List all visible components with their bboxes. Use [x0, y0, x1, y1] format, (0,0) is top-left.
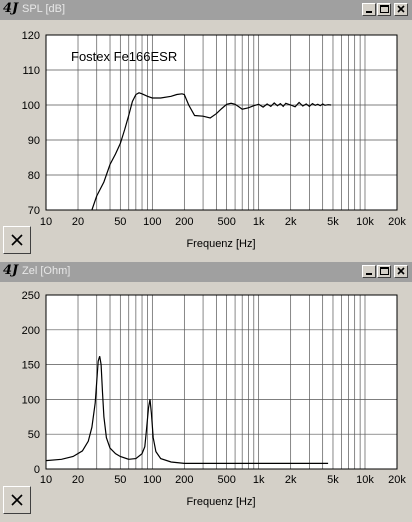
y-tick-label: 100 — [22, 100, 40, 112]
x-tick-label: 200 — [175, 216, 193, 228]
y-tick-label: 0 — [34, 464, 40, 476]
x-tick-label: 20k — [388, 216, 406, 228]
y-tick-labels: 0 50 100 150 200 250 — [22, 290, 40, 476]
maximize-button[interactable] — [377, 265, 391, 278]
app-logo: 4J — [3, 1, 19, 16]
y-tick-label: 80 — [28, 170, 40, 182]
x-tick-label: 500 — [217, 474, 235, 486]
app-logo: 4J — [3, 263, 19, 278]
y-tick-label: 70 — [28, 205, 40, 217]
y-tick-label: 100 — [22, 394, 40, 406]
y-tick-label: 250 — [22, 290, 40, 302]
x-tick-label: 1k — [253, 216, 265, 228]
y-tick-label: 110 — [22, 65, 40, 77]
x-tick-label: 50 — [114, 474, 126, 486]
grid-lines — [45, 34, 398, 211]
minimize-button[interactable] — [362, 265, 376, 278]
plot-frame — [45, 34, 398, 211]
y-tick-label: 150 — [22, 360, 40, 372]
chart-annotation: Fostex Fe166ESR — [71, 49, 177, 64]
x-tick-label: 10k — [356, 474, 374, 486]
plot-area — [46, 295, 397, 469]
x-tick-label: 100 — [143, 474, 161, 486]
close-button[interactable] — [394, 3, 408, 16]
spl-window-title: SPL [dB] — [22, 3, 66, 15]
close-icon — [397, 267, 405, 275]
y-tick-label: 90 — [28, 135, 40, 147]
impedance-window: 4J Zel [Ohm] 0 50 100 150 200 250 10 20 50 100 20… — [0, 262, 412, 518]
y-tick-label: 200 — [22, 325, 40, 337]
spl-window: 4J SPL [dB] 70 80 90 100 110 120 10 20 50 100 200… — [0, 0, 412, 260]
minimize-icon — [366, 11, 372, 13]
minimize-button[interactable] — [362, 3, 376, 16]
y-tick-label: 120 — [22, 30, 40, 42]
maximize-button[interactable] — [377, 3, 391, 16]
x-tick-label: 2k — [285, 474, 297, 486]
x-tick-label: 500 — [217, 216, 235, 228]
spl-title-bar[interactable]: 4J SPL [dB] — [0, 0, 412, 20]
y-tick-labels: 70 80 90 100 110 120 — [22, 30, 40, 217]
x-tick-label: 1k — [253, 474, 265, 486]
x-tick-label: 5k — [327, 474, 339, 486]
x-tick-label: 20 — [72, 474, 84, 486]
cross-icon — [11, 234, 23, 246]
spl-curve — [91, 92, 332, 211]
grid-lines — [45, 294, 398, 470]
maximize-icon — [380, 267, 389, 275]
x-tick-label: 20k — [388, 474, 406, 486]
x-tick-label: 5k — [327, 216, 339, 228]
cursor-tool-button[interactable] — [3, 486, 31, 514]
impedance-chart: 0 50 100 150 200 250 10 20 50 100 200 500 1k 2k 5k 10k… — [22, 290, 407, 508]
spl-chart: 70 80 90 100 110 120 10 20 50 100 200 500 1k 2k 5k 10k… — [22, 30, 407, 250]
x-tick-label: 10k — [356, 216, 374, 228]
cursor-tool-button[interactable] — [3, 226, 31, 254]
x-tick-labels: 10 20 50 100 200 500 1k 2k 5k 10k 20k — [40, 216, 406, 228]
x-tick-label: 50 — [114, 216, 126, 228]
cross-icon — [11, 494, 23, 506]
close-button[interactable] — [394, 265, 408, 278]
x-tick-label: 2k — [285, 216, 297, 228]
y-tick-label: 50 — [28, 429, 40, 441]
close-icon — [397, 5, 405, 13]
minimize-icon — [366, 273, 372, 275]
x-axis-label: Frequenz [Hz] — [186, 496, 255, 508]
x-tick-label: 200 — [175, 474, 193, 486]
x-tick-label: 10 — [40, 216, 52, 228]
maximize-icon — [380, 5, 389, 13]
x-tick-labels: 10 20 50 100 200 500 1k 2k 5k 10k 20k — [40, 474, 406, 486]
x-axis-label: Frequenz [Hz] — [186, 238, 255, 250]
impedance-curve — [45, 356, 329, 464]
impedance-title-bar[interactable]: 4J Zel [Ohm] — [0, 262, 412, 282]
impedance-window-title: Zel [Ohm] — [22, 265, 71, 277]
plot-frame — [45, 294, 398, 470]
x-tick-label: 100 — [143, 216, 161, 228]
x-tick-label: 20 — [72, 216, 84, 228]
x-tick-label: 10 — [40, 474, 52, 486]
